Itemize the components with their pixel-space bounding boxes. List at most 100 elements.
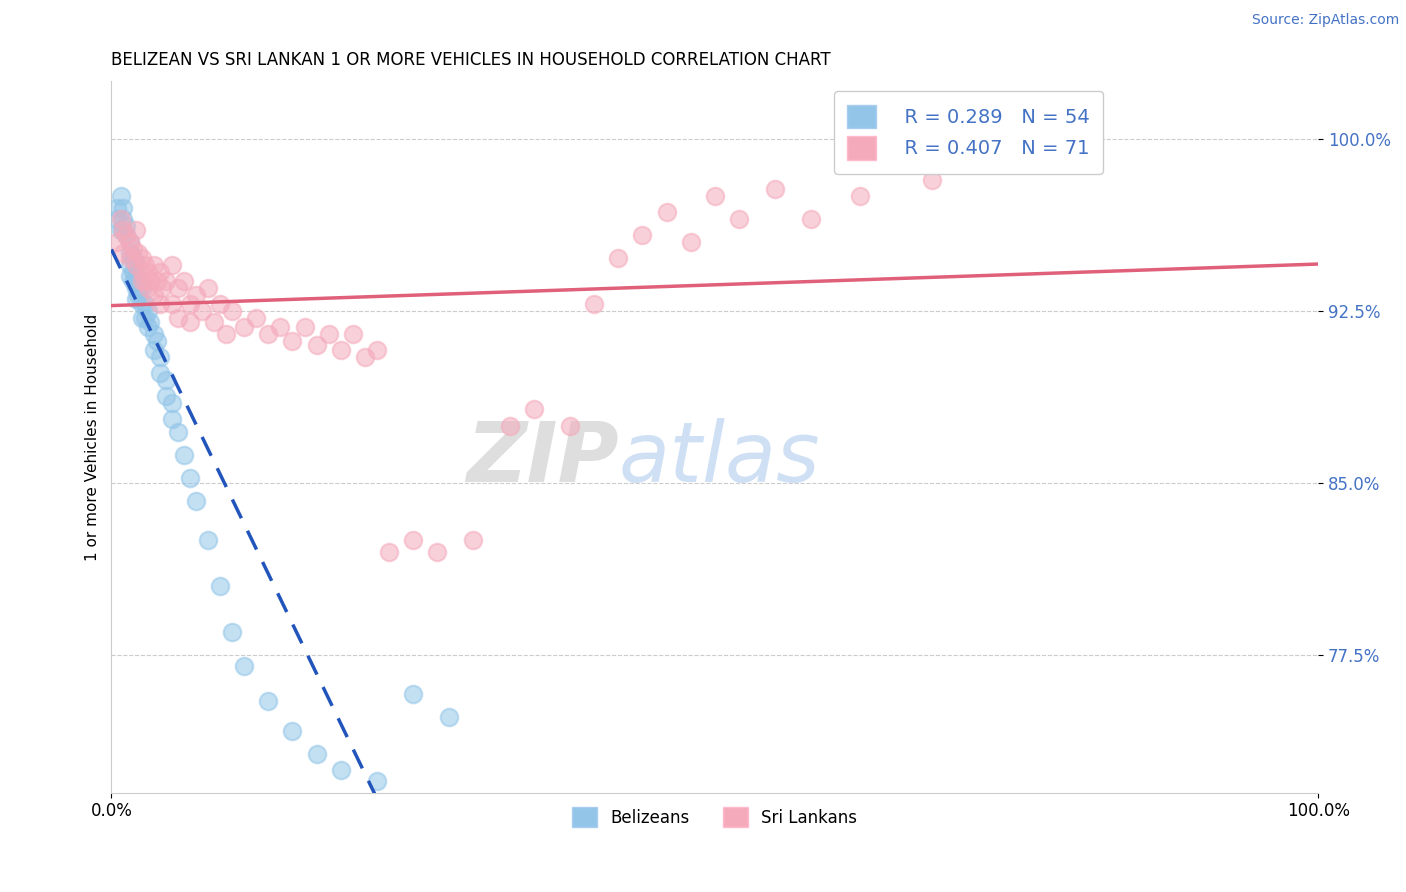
Point: [134, 274, 156, 288]
Point: [703, 189, 725, 203]
Point: [233, 659, 256, 673]
Point: [353, 350, 375, 364]
Point: [107, 212, 129, 227]
Point: [136, 281, 159, 295]
Point: [426, 545, 449, 559]
Point: [127, 246, 149, 260]
Point: [463, 533, 485, 548]
Point: [124, 281, 146, 295]
Point: [179, 315, 201, 329]
Point: [112, 201, 135, 215]
Point: [848, 189, 870, 203]
Point: [294, 319, 316, 334]
Point: [305, 747, 328, 761]
Point: [149, 350, 172, 364]
Point: [112, 223, 135, 237]
Point: [155, 389, 177, 403]
Point: [160, 297, 183, 311]
Point: [122, 265, 145, 279]
Point: [305, 338, 328, 352]
Point: [142, 326, 165, 341]
Point: [366, 774, 388, 789]
Point: [150, 281, 173, 295]
Point: [173, 274, 195, 288]
Point: [366, 343, 388, 357]
Point: [127, 274, 149, 288]
Point: [208, 579, 231, 593]
Point: [149, 366, 172, 380]
Point: [146, 334, 169, 348]
Point: [245, 310, 267, 325]
Point: [131, 281, 153, 295]
Point: [402, 687, 425, 701]
Point: [134, 297, 156, 311]
Point: [631, 228, 654, 243]
Point: [124, 258, 146, 272]
Point: [115, 228, 138, 243]
Text: atlas: atlas: [619, 417, 820, 499]
Point: [118, 246, 141, 260]
Point: [281, 334, 304, 348]
Point: [149, 265, 172, 279]
Point: [118, 258, 141, 272]
Point: [124, 293, 146, 307]
Point: [112, 246, 135, 260]
Point: [131, 310, 153, 325]
Point: [124, 223, 146, 237]
Point: [257, 326, 280, 341]
Point: [402, 533, 425, 548]
Point: [179, 297, 201, 311]
Point: [139, 315, 162, 329]
Point: [136, 303, 159, 318]
Point: [136, 319, 159, 334]
Point: [131, 297, 153, 311]
Point: [110, 223, 132, 237]
Point: [215, 326, 238, 341]
Point: [1005, 143, 1028, 157]
Point: [523, 402, 546, 417]
Point: [329, 763, 352, 777]
Point: [269, 319, 291, 334]
Point: [378, 545, 401, 559]
Point: [607, 251, 630, 265]
Point: [921, 173, 943, 187]
Point: [281, 723, 304, 738]
Point: [558, 418, 581, 433]
Point: [318, 326, 340, 341]
Point: [118, 235, 141, 249]
Point: [166, 310, 188, 325]
Point: [439, 710, 461, 724]
Point: [124, 269, 146, 284]
Point: [107, 201, 129, 215]
Point: [134, 258, 156, 272]
Point: [173, 448, 195, 462]
Point: [166, 281, 188, 295]
Point: [122, 274, 145, 288]
Point: [155, 274, 177, 288]
Point: [142, 258, 165, 272]
Point: [160, 411, 183, 425]
Point: [257, 694, 280, 708]
Point: [115, 219, 138, 233]
Point: [115, 228, 138, 243]
Point: [679, 235, 702, 249]
Point: [134, 310, 156, 325]
Point: [184, 287, 207, 301]
Point: [110, 212, 132, 227]
Point: [728, 212, 751, 227]
Point: [329, 343, 352, 357]
Point: [197, 533, 219, 548]
Point: [179, 471, 201, 485]
Point: [233, 319, 256, 334]
Point: [197, 281, 219, 295]
Point: [112, 223, 135, 237]
Point: [583, 297, 606, 311]
Point: [112, 212, 135, 227]
Point: [655, 205, 678, 219]
Point: [763, 182, 786, 196]
Point: [142, 343, 165, 357]
Point: [184, 494, 207, 508]
Point: [146, 274, 169, 288]
Point: [800, 212, 823, 227]
Point: [160, 258, 183, 272]
